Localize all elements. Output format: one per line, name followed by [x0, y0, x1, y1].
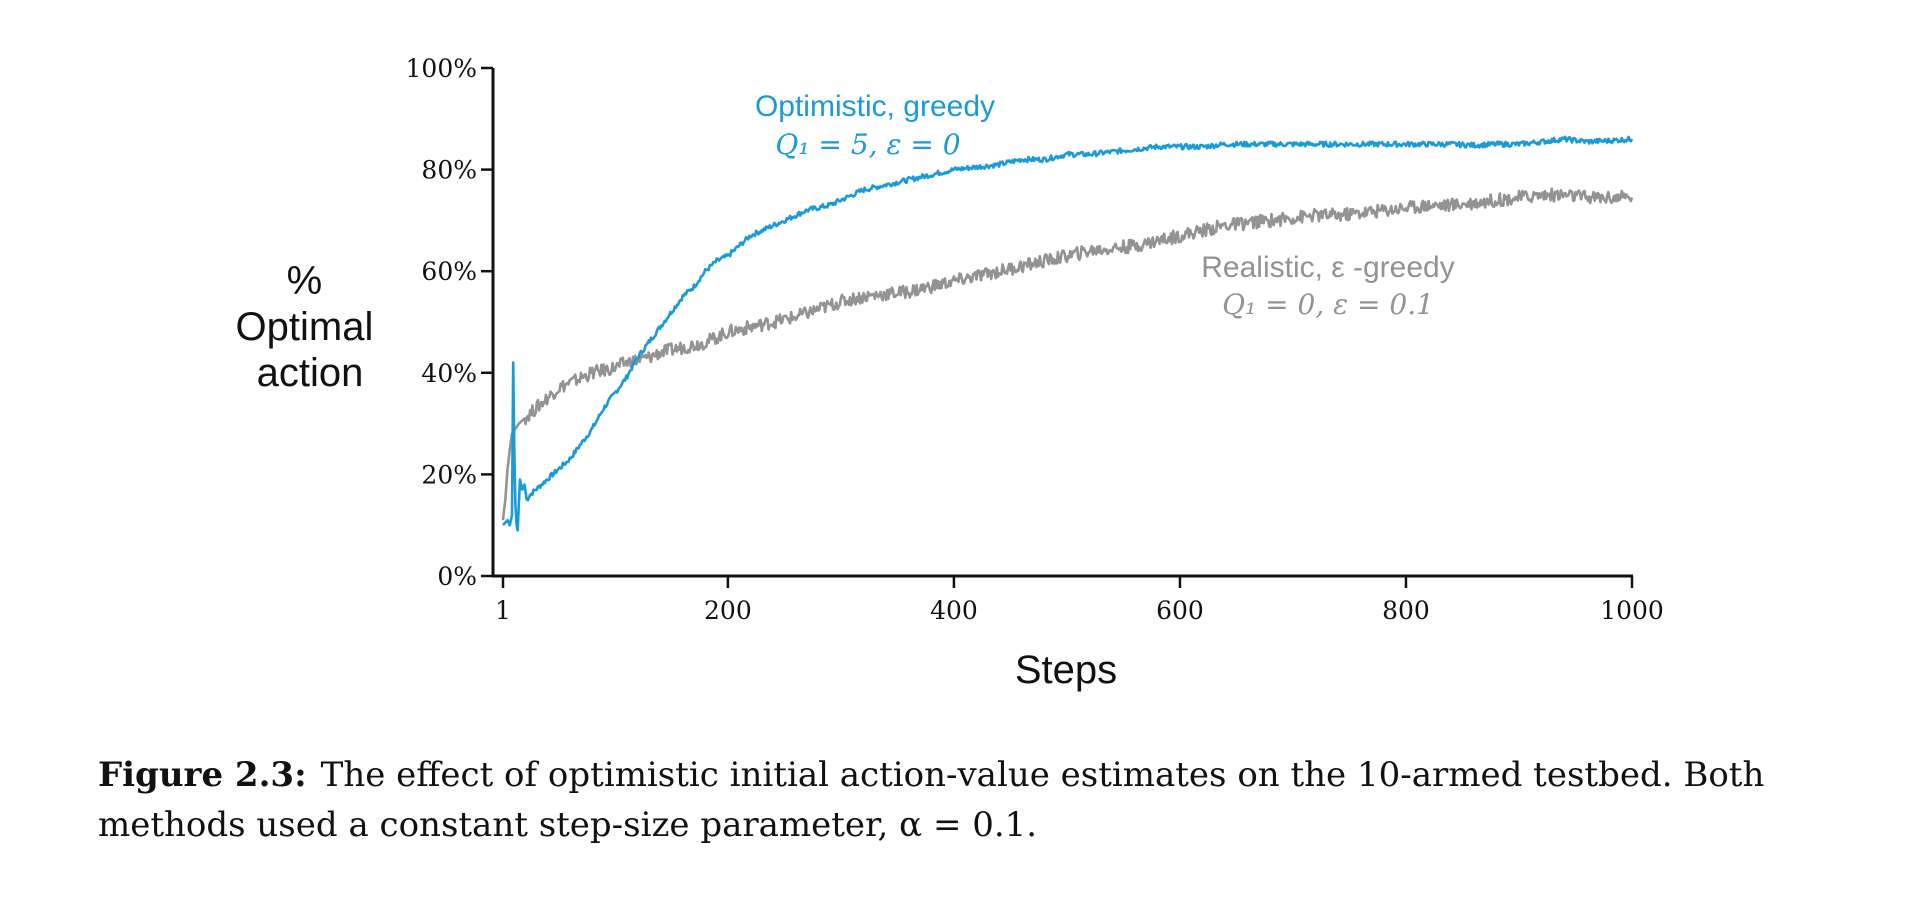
x-tick-label: 600: [1156, 596, 1204, 625]
axes: [491, 68, 1633, 578]
y-tick-label: 80%: [421, 156, 477, 185]
y-tick-label: 20%: [421, 460, 477, 489]
y-tick-label: 100%: [406, 54, 477, 83]
x-tick-label: 200: [704, 596, 752, 625]
annotation-realistic-params: Q₁ = 0, ε = 0.1: [1222, 288, 1434, 321]
realistic-epsilon-greedy-line: [501, 187, 1634, 521]
x-axis-title: Steps: [1015, 648, 1117, 692]
x-tick-label: 400: [930, 596, 978, 625]
optimistic-greedy-line: [502, 135, 1634, 532]
y-tick-label: 60%: [421, 257, 477, 286]
annotation-realistic: Realistic, ε -greedy Q₁ = 0, ε = 0.1: [1201, 251, 1454, 321]
figure-caption: Figure 2.3: The effect of optimistic init…: [98, 750, 1838, 850]
y-tick-label: 40%: [421, 359, 477, 388]
x-tick-label: 1000: [1600, 596, 1664, 625]
plot-lines: [501, 135, 1634, 532]
annotation-realistic-title: Realistic, ε -greedy: [1201, 251, 1454, 284]
annotation-optimistic-params: Q₁ = 5, ε = 0: [775, 128, 960, 161]
annotation-optimistic: Optimistic, greedy Q₁ = 5, ε = 0: [755, 90, 995, 161]
y-axis-title-line-2: Optimal: [236, 305, 374, 349]
x-tick-label: 800: [1382, 596, 1430, 625]
y-axis-title-line-3: action: [257, 351, 364, 395]
x-ticks: 1 200 400 600 800 1000: [495, 576, 1664, 625]
caption-label: Figure 2.3:: [98, 755, 307, 795]
annotation-optimistic-title: Optimistic, greedy: [755, 90, 995, 123]
y-tick-label: 0%: [437, 562, 477, 591]
y-axis-title-line-1: %: [287, 259, 323, 303]
y-axis-title: % Optimal action: [236, 259, 385, 395]
caption-text: The effect of optimistic initial action-…: [98, 755, 1765, 845]
x-tick-label: 1: [495, 596, 511, 625]
y-ticks: 0% 20% 40% 60% 80% 100%: [406, 54, 493, 591]
